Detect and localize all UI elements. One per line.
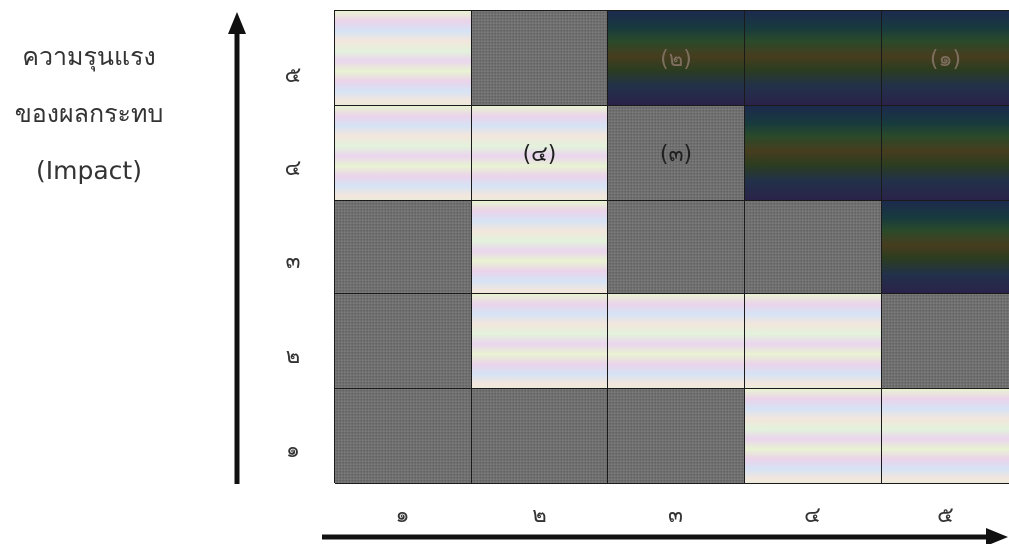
risk-cell-impact-2-likelihood-1 [335, 294, 472, 389]
y-tick-3: ๓ [285, 249, 301, 274]
y-tick-5: ๕ [284, 63, 302, 88]
y-axis-title-line-1: ความรุนแรง [22, 42, 156, 71]
y-tick-4: ๔ [284, 156, 302, 181]
risk-cell-impact-5-likelihood-3: (๒) [608, 11, 745, 106]
risk-cell-impact-3-likelihood-1 [335, 201, 472, 294]
x-tick-3: ๓ [667, 503, 684, 528]
x-tick-2: ๒ [532, 503, 547, 528]
risk-cell-impact-3-likelihood-3 [608, 201, 745, 294]
risk-cell-impact-1-likelihood-5 [882, 389, 1009, 484]
risk-cell-impact-1-likelihood-2 [472, 389, 608, 484]
risk-item-label: (๒) [660, 46, 692, 72]
y-axis-arrowhead [228, 12, 246, 34]
x-tick-1: ๑ [395, 503, 410, 528]
risk-cell-impact-1-likelihood-4 [745, 389, 882, 484]
risk-cell-impact-3-likelihood-2 [472, 201, 608, 294]
risk-item-label: (๓) [659, 141, 693, 167]
y-axis-title-line-3: (Impact) [36, 156, 142, 185]
risk-cell-impact-4-likelihood-2: (๔) [472, 106, 608, 201]
risk-cell-impact-2-likelihood-4 [745, 294, 882, 389]
risk-cell-impact-4-likelihood-3: (๓) [608, 106, 745, 201]
y-axis-title: ความรุนแรง ของผลกระทบ (Impact) [0, 28, 178, 199]
risk-cell-impact-5-likelihood-4 [745, 11, 882, 106]
risk-item-label: (๑) [929, 46, 962, 72]
risk-cell-impact-1-likelihood-3 [608, 389, 745, 484]
risk-cell-impact-5-likelihood-1 [335, 11, 472, 106]
y-axis-title-line-2: ของผลกระทบ [14, 99, 164, 128]
risk-cell-impact-2-likelihood-3 [608, 294, 745, 389]
risk-cell-impact-1-likelihood-1 [335, 389, 472, 484]
risk-cell-impact-3-likelihood-5 [882, 201, 1009, 294]
risk-cell-impact-2-likelihood-5 [882, 294, 1009, 389]
risk-cell-impact-5-likelihood-5: (๑) [882, 11, 1009, 106]
risk-cell-impact-5-likelihood-2 [472, 11, 608, 106]
y-tick-2: ๒ [285, 344, 301, 369]
risk-item-label: (๔) [522, 141, 557, 167]
risk-matrix-grid: (๒) (๑) (๔) (๓) [334, 10, 1009, 484]
risk-cell-impact-4-likelihood-1 [335, 106, 472, 201]
x-tick-4: ๔ [804, 503, 821, 528]
risk-cell-impact-4-likelihood-5 [882, 106, 1009, 201]
risk-cell-impact-4-likelihood-4 [745, 106, 882, 201]
x-tick-5: ๕ [937, 503, 954, 528]
risk-cell-impact-2-likelihood-2 [472, 294, 608, 389]
risk-cell-impact-3-likelihood-4 [745, 201, 882, 294]
y-tick-1: ๑ [286, 438, 300, 463]
